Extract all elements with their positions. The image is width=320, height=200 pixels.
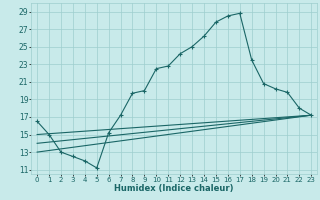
X-axis label: Humidex (Indice chaleur): Humidex (Indice chaleur) xyxy=(115,184,234,193)
